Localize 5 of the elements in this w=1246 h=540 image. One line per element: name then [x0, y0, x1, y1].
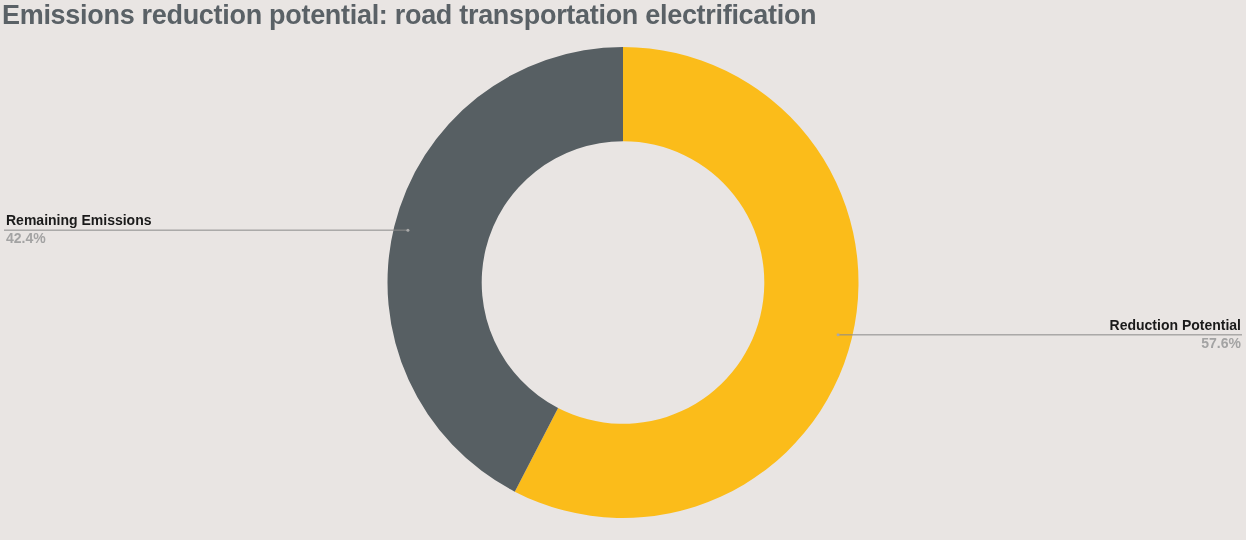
- data-label: 57.6%: [1201, 334, 1242, 351]
- slice-label: Reduction Potential: [1109, 316, 1241, 333]
- data-label: 42.4%: [6, 230, 47, 247]
- chart-title: Emissions reduction potential: road transportation electrification: [2, 0, 817, 31]
- slice-label: Remaining Emissions: [6, 212, 152, 229]
